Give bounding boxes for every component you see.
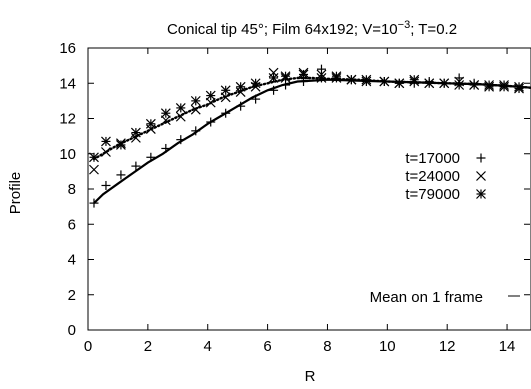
data-point-cross <box>160 115 171 126</box>
y-tick-label: 4 <box>68 252 76 269</box>
y-tick-label: 2 <box>68 287 76 304</box>
data-point-star <box>499 81 509 92</box>
y-tick-label: 12 <box>59 111 76 128</box>
data-point-star <box>454 80 465 90</box>
data-point-plus <box>131 161 141 171</box>
data-point-star <box>331 71 342 82</box>
data-point-star <box>346 74 357 85</box>
data-point-star <box>89 152 99 163</box>
y-tick-label: 6 <box>68 216 76 233</box>
data-point-star <box>484 81 495 92</box>
data-point-plus <box>316 64 326 74</box>
title-end: ; T=0.2 <box>410 21 457 38</box>
x-tick-label: 8 <box>323 338 331 355</box>
y-axis-label: Profile <box>7 172 24 215</box>
data-point-star <box>190 95 201 106</box>
y-tick-label: 10 <box>59 146 76 163</box>
data-point-star <box>409 74 420 85</box>
data-point-star <box>379 76 390 87</box>
data-point-star <box>514 83 524 94</box>
data-point-plus <box>146 152 156 162</box>
x-tick-label: 6 <box>263 338 271 355</box>
data-point-star <box>280 71 291 82</box>
data-point-cross <box>101 147 111 157</box>
chart-title: Conical tip 45°; Film 64x192; V=10−3; T=… <box>167 19 457 38</box>
data-point-star <box>235 81 246 92</box>
data-point-cross <box>175 111 186 122</box>
x-tick-label: 2 <box>144 338 152 355</box>
annotation-label: Mean on 1 frame <box>370 289 483 306</box>
y-tick-label: 0 <box>68 322 76 339</box>
data-point-cross <box>205 97 216 108</box>
data-point-star <box>298 69 309 80</box>
legend-marker-plus <box>476 153 486 163</box>
y-tick-label: 8 <box>68 181 76 198</box>
data-point-star <box>361 74 372 85</box>
data-point-star <box>268 73 279 83</box>
data-point-plus <box>236 101 246 111</box>
data-point-star <box>101 136 111 147</box>
data-point-plus <box>176 135 186 145</box>
data-point-plus <box>89 198 99 208</box>
data-point-star <box>316 73 327 83</box>
data-point-cross <box>220 92 231 103</box>
data-point-plus <box>281 80 291 90</box>
data-point-star <box>424 78 435 89</box>
data-point-star <box>439 78 450 89</box>
data-point-plus <box>206 117 216 127</box>
title-superscript: −3 <box>398 19 411 31</box>
data-point-star <box>130 127 141 138</box>
legend-marker-cross <box>476 171 486 181</box>
data-point-star <box>116 140 126 150</box>
plot-area: 0 2 4 6 8 10 12 14 0 2 4 6 8 10 12 14 16 <box>59 40 531 355</box>
y-tick-label: 14 <box>59 75 76 92</box>
data-point-plus <box>116 170 126 180</box>
x-axis-label: R <box>305 368 316 385</box>
legend-label: t=17000 <box>405 150 460 167</box>
x-tick-label: 10 <box>379 338 396 355</box>
y-tick-label: 16 <box>59 40 76 57</box>
fit-curve-dotted <box>92 76 531 161</box>
x-tick-label: 12 <box>439 338 456 355</box>
data-point-plus <box>161 143 171 153</box>
data-point-star <box>175 103 186 113</box>
data-point-star <box>205 90 216 101</box>
data-point-star <box>394 78 405 89</box>
legend-marker-star <box>476 189 486 199</box>
x-tick-label: 14 <box>499 338 516 355</box>
data-point-star <box>160 108 171 119</box>
legend-label: t=79000 <box>405 186 460 203</box>
data-point-star <box>220 85 231 96</box>
data-point-star <box>469 80 480 90</box>
data-point-star <box>250 78 261 89</box>
data-point-cross <box>190 104 201 115</box>
plot-frame <box>87 47 531 331</box>
data-point-cross <box>89 164 99 175</box>
data-point-plus <box>101 180 111 190</box>
legend-label: t=24000 <box>405 168 460 185</box>
data-point-star <box>145 118 156 129</box>
data-point-plus <box>191 126 201 136</box>
data-point-plus <box>221 108 231 118</box>
data-point-plus <box>269 85 279 95</box>
x-tick-label: 4 <box>204 338 212 355</box>
x-tick-label: 0 <box>84 338 92 355</box>
fit-curve-solid <box>93 78 531 204</box>
data-point-plus <box>251 94 261 104</box>
